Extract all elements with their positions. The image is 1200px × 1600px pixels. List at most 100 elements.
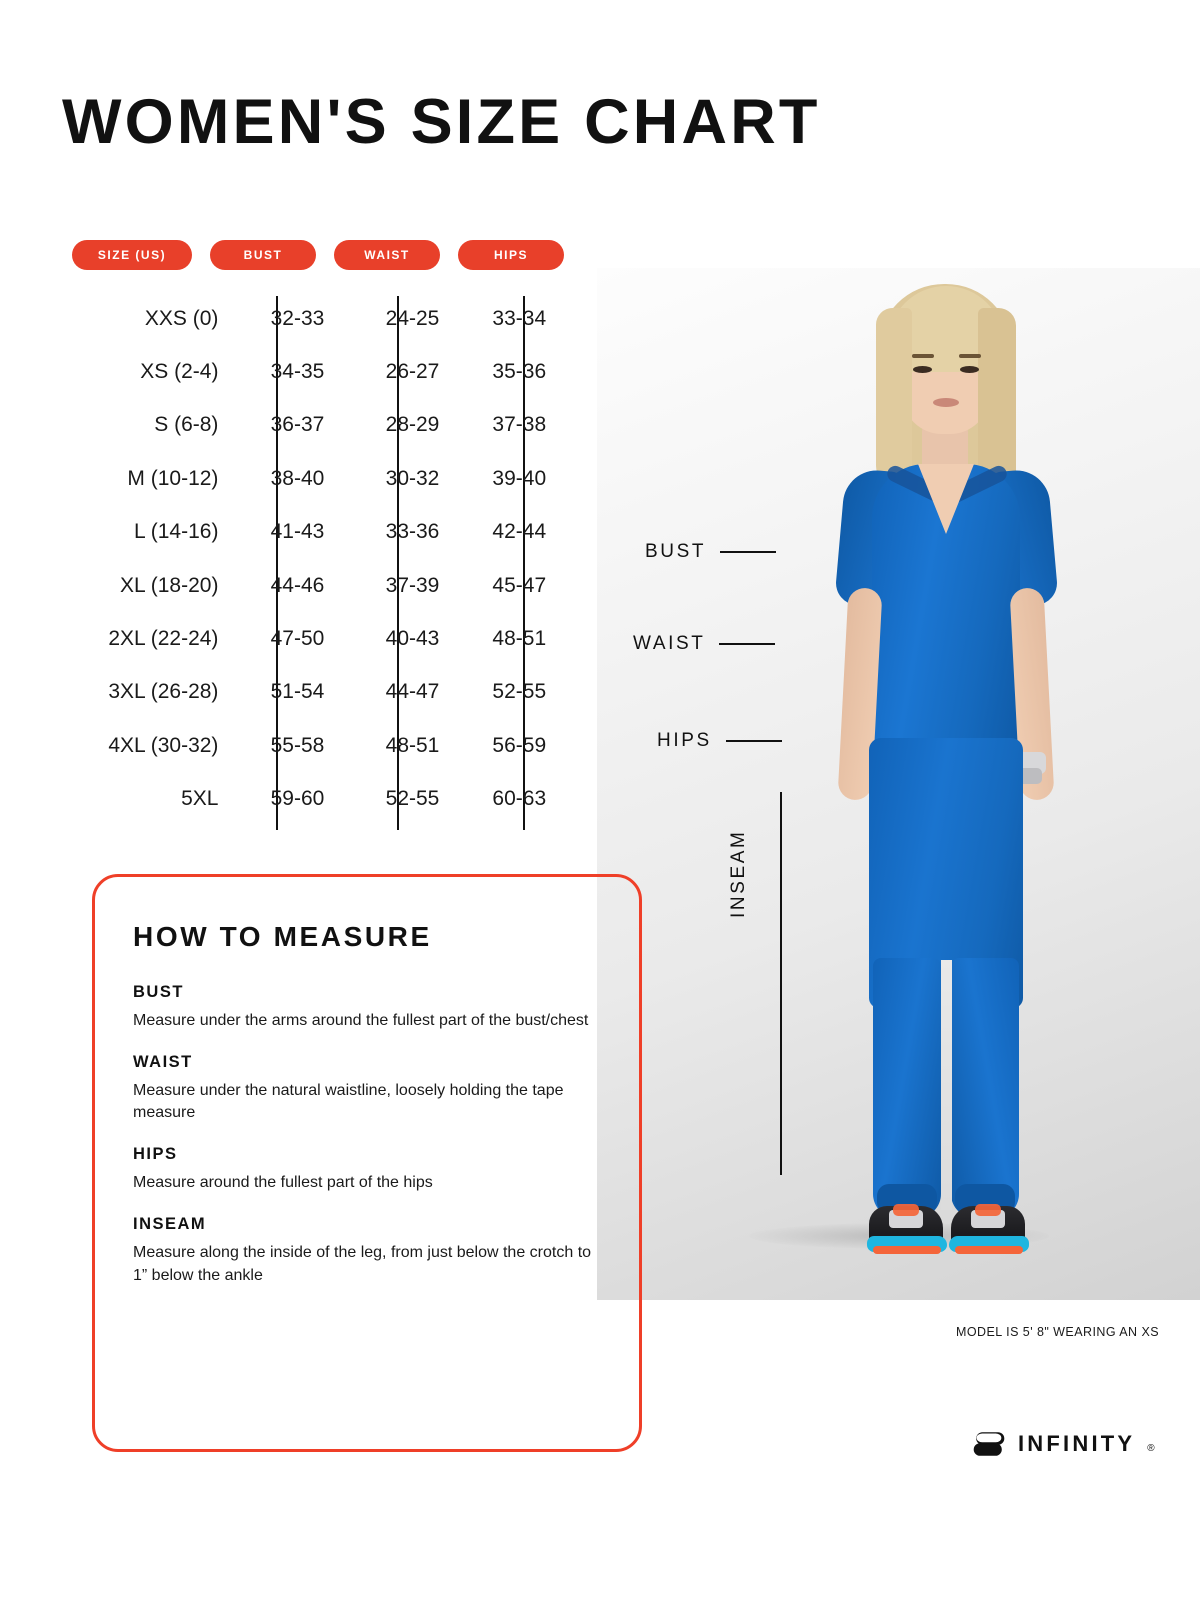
how-to-measure-list: BUST Measure under the arms around the f… (133, 983, 601, 1287)
callout-inseam-label: INSEAM (728, 829, 749, 918)
cell-waist: 40-43 (385, 627, 440, 651)
model-figure (597, 268, 1200, 1300)
table-row: 4XL (30-32) 55-58 48-51 56-59 (72, 719, 572, 772)
table-row: XS (2-4) 34-35 26-27 35-36 (72, 345, 572, 398)
cell-waist: 44-47 (385, 680, 440, 704)
table-row: XL (18-20) 44-46 37-39 45-47 (72, 559, 572, 612)
cell-size: XXS (0) (144, 306, 219, 330)
table-header-row: SIZE (US) BUST WAIST HIPS (72, 240, 572, 270)
model-photo-panel (597, 268, 1200, 1300)
cell-hips: 35-36 (492, 360, 547, 384)
cell-bust: 36-37 (270, 413, 325, 437)
cell-size: XS (2-4) (140, 360, 219, 384)
cell-bust: 47-50 (270, 627, 325, 651)
measure-item-text: Measure along the inside of the leg, fro… (133, 1243, 592, 1284)
cell-waist: 37-39 (385, 573, 440, 597)
cell-hips: 39-40 (492, 466, 547, 490)
measure-item-label: HIPS (133, 1145, 178, 1164)
cell-bust: 44-46 (270, 573, 325, 597)
cell-bust: 34-35 (270, 360, 325, 384)
leg-gap (941, 960, 952, 1210)
cell-bust: 55-58 (270, 733, 325, 757)
cell-hips: 60-63 (492, 787, 547, 811)
column-header-size: SIZE (US) (72, 240, 192, 270)
table-row: L (14-16) 41-43 33-36 42-44 (72, 506, 572, 559)
eye-left (913, 366, 932, 373)
sneaker-accent-left (893, 1204, 919, 1216)
column-divider-1 (276, 296, 278, 830)
cell-size: S (6-8) (154, 413, 219, 437)
cell-size: 3XL (26-28) (108, 680, 219, 704)
measure-item-text: Measure around the fullest part of the h… (133, 1174, 433, 1192)
cell-hips: 33-34 (492, 306, 547, 330)
brand-logo-trademark: ® (1147, 1443, 1155, 1454)
measure-item-text: Measure under the natural waistline, loo… (133, 1081, 564, 1122)
table-row: 3XL (26-28) 51-54 44-47 52-55 (72, 666, 572, 719)
cell-waist: 33-36 (385, 520, 440, 544)
callout-waist: WAIST (633, 633, 776, 655)
sneaker-accent-right (975, 1204, 1001, 1216)
column-header-bust: BUST (210, 240, 316, 270)
lips (933, 398, 959, 407)
sneaker-outsole-left (873, 1246, 941, 1254)
model-caption: MODEL IS 5' 8" WEARING AN XS (956, 1325, 1160, 1339)
eyebrow-right (959, 354, 981, 358)
wristwatch-band (1018, 768, 1042, 784)
callout-waist-rule (719, 643, 776, 645)
how-to-measure-title: HOW TO MEASURE (133, 921, 432, 952)
cell-hips: 37-38 (492, 413, 547, 437)
callout-bust-rule (720, 551, 777, 553)
hair-right-strand (978, 308, 1016, 490)
cell-bust: 38-40 (270, 466, 325, 490)
cell-bust: 51-54 (270, 680, 325, 704)
cell-waist: 30-32 (385, 466, 440, 490)
cell-size: M (10-12) (127, 466, 219, 490)
cell-hips: 45-47 (492, 573, 547, 597)
callout-inseam-line (780, 792, 782, 1175)
infinity-mark-icon (973, 1432, 1005, 1456)
cell-size: 2XL (22-24) (108, 627, 219, 651)
eye-right (960, 366, 979, 373)
cell-size: 5XL (181, 787, 219, 811)
leg-left (873, 958, 941, 1218)
leg-right (951, 958, 1019, 1218)
brand-logo-wordmark: INFINITY (1018, 1431, 1136, 1456)
cell-size: 4XL (30-32) (108, 733, 219, 757)
table-row: S (6-8) 36-37 28-29 37-38 (72, 399, 572, 452)
cell-hips: 52-55 (492, 680, 547, 704)
cell-waist: 24-25 (385, 306, 440, 330)
cell-size: L (14-16) (134, 520, 219, 544)
column-header-hips: HIPS (458, 240, 564, 270)
callout-hips-label: HIPS (657, 730, 712, 751)
cell-bust: 32-33 (270, 306, 325, 330)
measure-item-waist: WAIST Measure under the natural waistlin… (133, 1053, 601, 1125)
callout-waist-label: WAIST (633, 633, 706, 654)
measure-item-bust: BUST Measure under the arms around the f… (133, 983, 601, 1033)
measure-item-label: BUST (133, 983, 184, 1001)
table-row: M (10-12) 38-40 30-32 39-40 (72, 452, 572, 505)
callout-bust-label: BUST (645, 541, 707, 562)
cell-hips: 56-59 (492, 733, 547, 757)
column-divider-2 (397, 296, 399, 830)
brand-logo: INFINITY ® (972, 1431, 1155, 1457)
hair-left-strand (876, 308, 912, 484)
cell-waist: 52-55 (385, 787, 440, 811)
cell-waist: 48-51 (385, 733, 440, 757)
column-divider-3 (523, 296, 525, 830)
cell-waist: 26-27 (385, 360, 440, 384)
page-title: WOMEN'S SIZE CHART (62, 87, 821, 157)
table-row: 5XL 59-60 52-55 60-63 (72, 773, 572, 826)
cell-bust: 41-43 (270, 520, 325, 544)
cell-waist: 28-29 (385, 413, 440, 437)
measure-item-label: WAIST (133, 1052, 193, 1071)
size-table: XXS (0) 32-33 24-25 33-34 XS (2-4) 34-35… (72, 292, 572, 830)
measure-item-inseam: INSEAM Measure along the inside of the l… (133, 1215, 601, 1287)
table-row: 2XL (22-24) 47-50 40-43 48-51 (72, 612, 572, 665)
how-to-measure-box: HOW TO MEASURE BUST Measure under the ar… (92, 874, 642, 1452)
sneaker-outsole-right (955, 1246, 1023, 1254)
cell-size: XL (18-20) (120, 573, 219, 597)
callout-bust: BUST (645, 541, 777, 563)
column-header-waist: WAIST (334, 240, 440, 270)
measure-item-label: INSEAM (133, 1214, 207, 1233)
